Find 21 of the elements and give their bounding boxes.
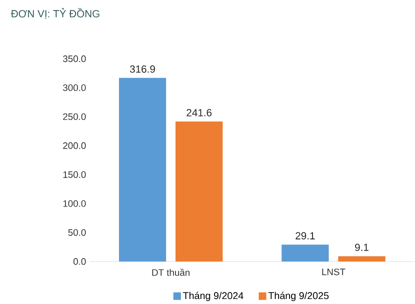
chart-title: ĐƠN VỊ: TỶ ĐỒNG bbox=[10, 8, 100, 19]
y-tick-label: 200.0 bbox=[63, 142, 86, 149]
x-tick-label: LNST bbox=[322, 268, 346, 276]
x-tick-label: DT thuần bbox=[152, 268, 190, 276]
y-tick-label: 100.0 bbox=[63, 200, 86, 207]
data-label: 29.1 bbox=[296, 232, 315, 240]
bar bbox=[118, 78, 166, 262]
bar bbox=[176, 121, 223, 262]
y-tick-label: 300.0 bbox=[63, 84, 86, 91]
y-tick-label: 0.0 bbox=[73, 258, 86, 265]
y-tick-label: 250.0 bbox=[63, 113, 86, 120]
data-label: 9.1 bbox=[355, 244, 368, 251]
data-label: 241.6 bbox=[186, 108, 212, 116]
y-tick-label: 50.0 bbox=[68, 229, 86, 236]
legend-label: Tháng 9/2024 bbox=[183, 292, 244, 301]
y-tick-label: 350.0 bbox=[63, 55, 86, 62]
y-tick-label: 150.0 bbox=[63, 171, 86, 178]
data-label: 316.9 bbox=[130, 65, 155, 73]
bar bbox=[282, 244, 329, 262]
legend-label: Tháng 9/2025 bbox=[268, 292, 329, 301]
bar bbox=[338, 256, 386, 262]
